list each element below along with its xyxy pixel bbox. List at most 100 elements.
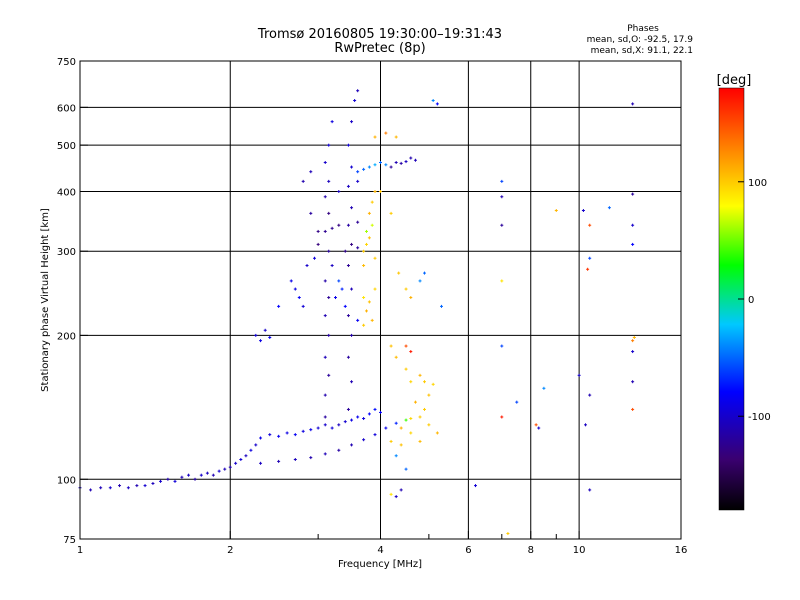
x-axis-label: Frequency [MHz] [338,559,422,570]
data-point [367,412,371,416]
data-point [404,287,408,291]
data-point [309,211,313,215]
data-point [323,452,327,456]
data-point [244,454,248,458]
data-point [409,431,413,435]
data-point [323,195,327,199]
data-point [394,135,398,139]
data-point [350,443,354,447]
data-point [413,158,417,162]
data-point [399,426,403,430]
data-point [327,333,331,337]
data-point [223,467,227,471]
data-point [350,418,354,422]
chart-title-line1: Tromsø 20160805 19:30:00–19:31:43 [257,27,502,42]
data-point [409,350,413,354]
data-point [350,242,354,246]
data-point [277,459,281,463]
data-point [293,457,297,461]
data-point [418,415,422,419]
data-point [268,335,272,339]
data-point [350,120,354,124]
data-point [327,249,331,253]
data-point [259,339,263,343]
data-point [316,426,320,430]
stats-line-x: mean, sd,X: 91.1, 22.1 [591,46,693,56]
data-point [297,296,301,300]
data-point [211,473,215,477]
data-point [427,423,431,427]
data-point [340,287,344,291]
data-point [542,386,546,390]
data-point [309,428,313,432]
data-point [631,380,635,384]
data-point [356,179,360,183]
data-point [173,479,177,483]
data-point [343,420,347,424]
data-point [427,393,431,397]
data-point [373,189,377,193]
data-point [159,479,163,483]
data-point [394,355,398,359]
data-point [404,467,408,471]
data-point [435,102,439,106]
data-point [337,279,341,283]
data-point [389,439,393,443]
data-point [370,318,374,322]
data-point [301,429,305,433]
data-point [254,443,258,447]
data-point [394,454,398,458]
data-point [404,160,408,164]
data-point [323,355,327,359]
data-point [343,304,347,308]
data-point [394,160,398,164]
data-point [268,433,272,437]
data-point [323,314,327,318]
x-tick-label: 10 [573,545,586,556]
y-axis-label: Stationary phase Virtual Height [km] [40,208,51,392]
data-point [384,131,388,135]
data-point [337,448,341,452]
data-point [379,189,382,193]
stats-heading: Phases [627,24,659,34]
data-point [293,433,297,437]
data-point [316,229,320,233]
data-point [151,481,155,485]
data-point [367,300,371,304]
data-point [588,488,592,492]
data-point [373,135,377,139]
data-point [500,195,504,199]
grid [80,61,681,539]
data-point [323,415,327,419]
data-point [350,287,354,291]
data-point [166,477,170,481]
data-point [631,407,635,411]
data-point [500,179,504,183]
data-point [350,165,354,169]
data-point [418,373,422,377]
data-point [370,223,374,227]
data-point [431,99,435,103]
data-point [346,264,350,268]
data-point [373,433,377,437]
data-point [632,335,636,339]
data-point [180,475,184,479]
y-tick-label: 400 [57,187,76,198]
data-point [418,439,422,443]
y-tick-label: 600 [57,103,76,114]
data-point [330,264,334,268]
y-tick-label: 500 [57,141,76,152]
data-point [399,443,403,447]
chart-title-line2: RwPretec (8p) [334,41,425,56]
data-point [431,382,435,386]
data-point [199,473,203,477]
data-point [356,89,360,93]
data-point [259,461,263,465]
data-point [365,309,369,313]
data-point [384,163,388,167]
data-point [327,373,331,377]
colorbar-tick-label: 0 [748,295,754,306]
data-point [362,323,366,327]
data-point [327,296,331,300]
data-point [323,229,327,233]
